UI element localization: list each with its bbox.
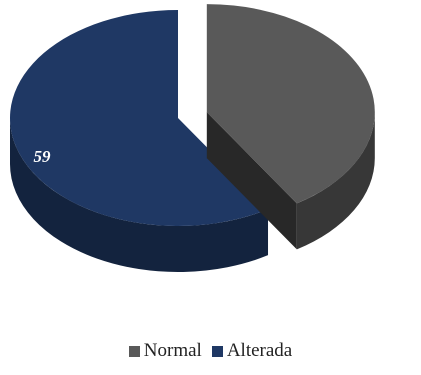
slice-alterada (9, 10, 269, 227)
slice-side-normal (296, 112, 375, 250)
legend-item-alterada: Alterada (211, 340, 293, 362)
pie-chart: 41 59 (9, 4, 389, 272)
legend-label-alterada: Alterada (226, 340, 293, 361)
legend-swatch-alterada (211, 345, 223, 357)
legend-swatch-normal (128, 345, 140, 357)
data-label-normal: 41 (371, 65, 389, 84)
slice-side-alterada (10, 118, 269, 272)
slice-normal (206, 4, 375, 204)
legend-item-normal: Normal (128, 340, 202, 362)
legend-label-normal: Normal (143, 340, 202, 361)
legend: Normal Alterada (0, 340, 421, 362)
data-label-alterada: 59 (34, 147, 52, 166)
slice-face-normal (206, 112, 297, 250)
pie-slices (9, 4, 375, 272)
